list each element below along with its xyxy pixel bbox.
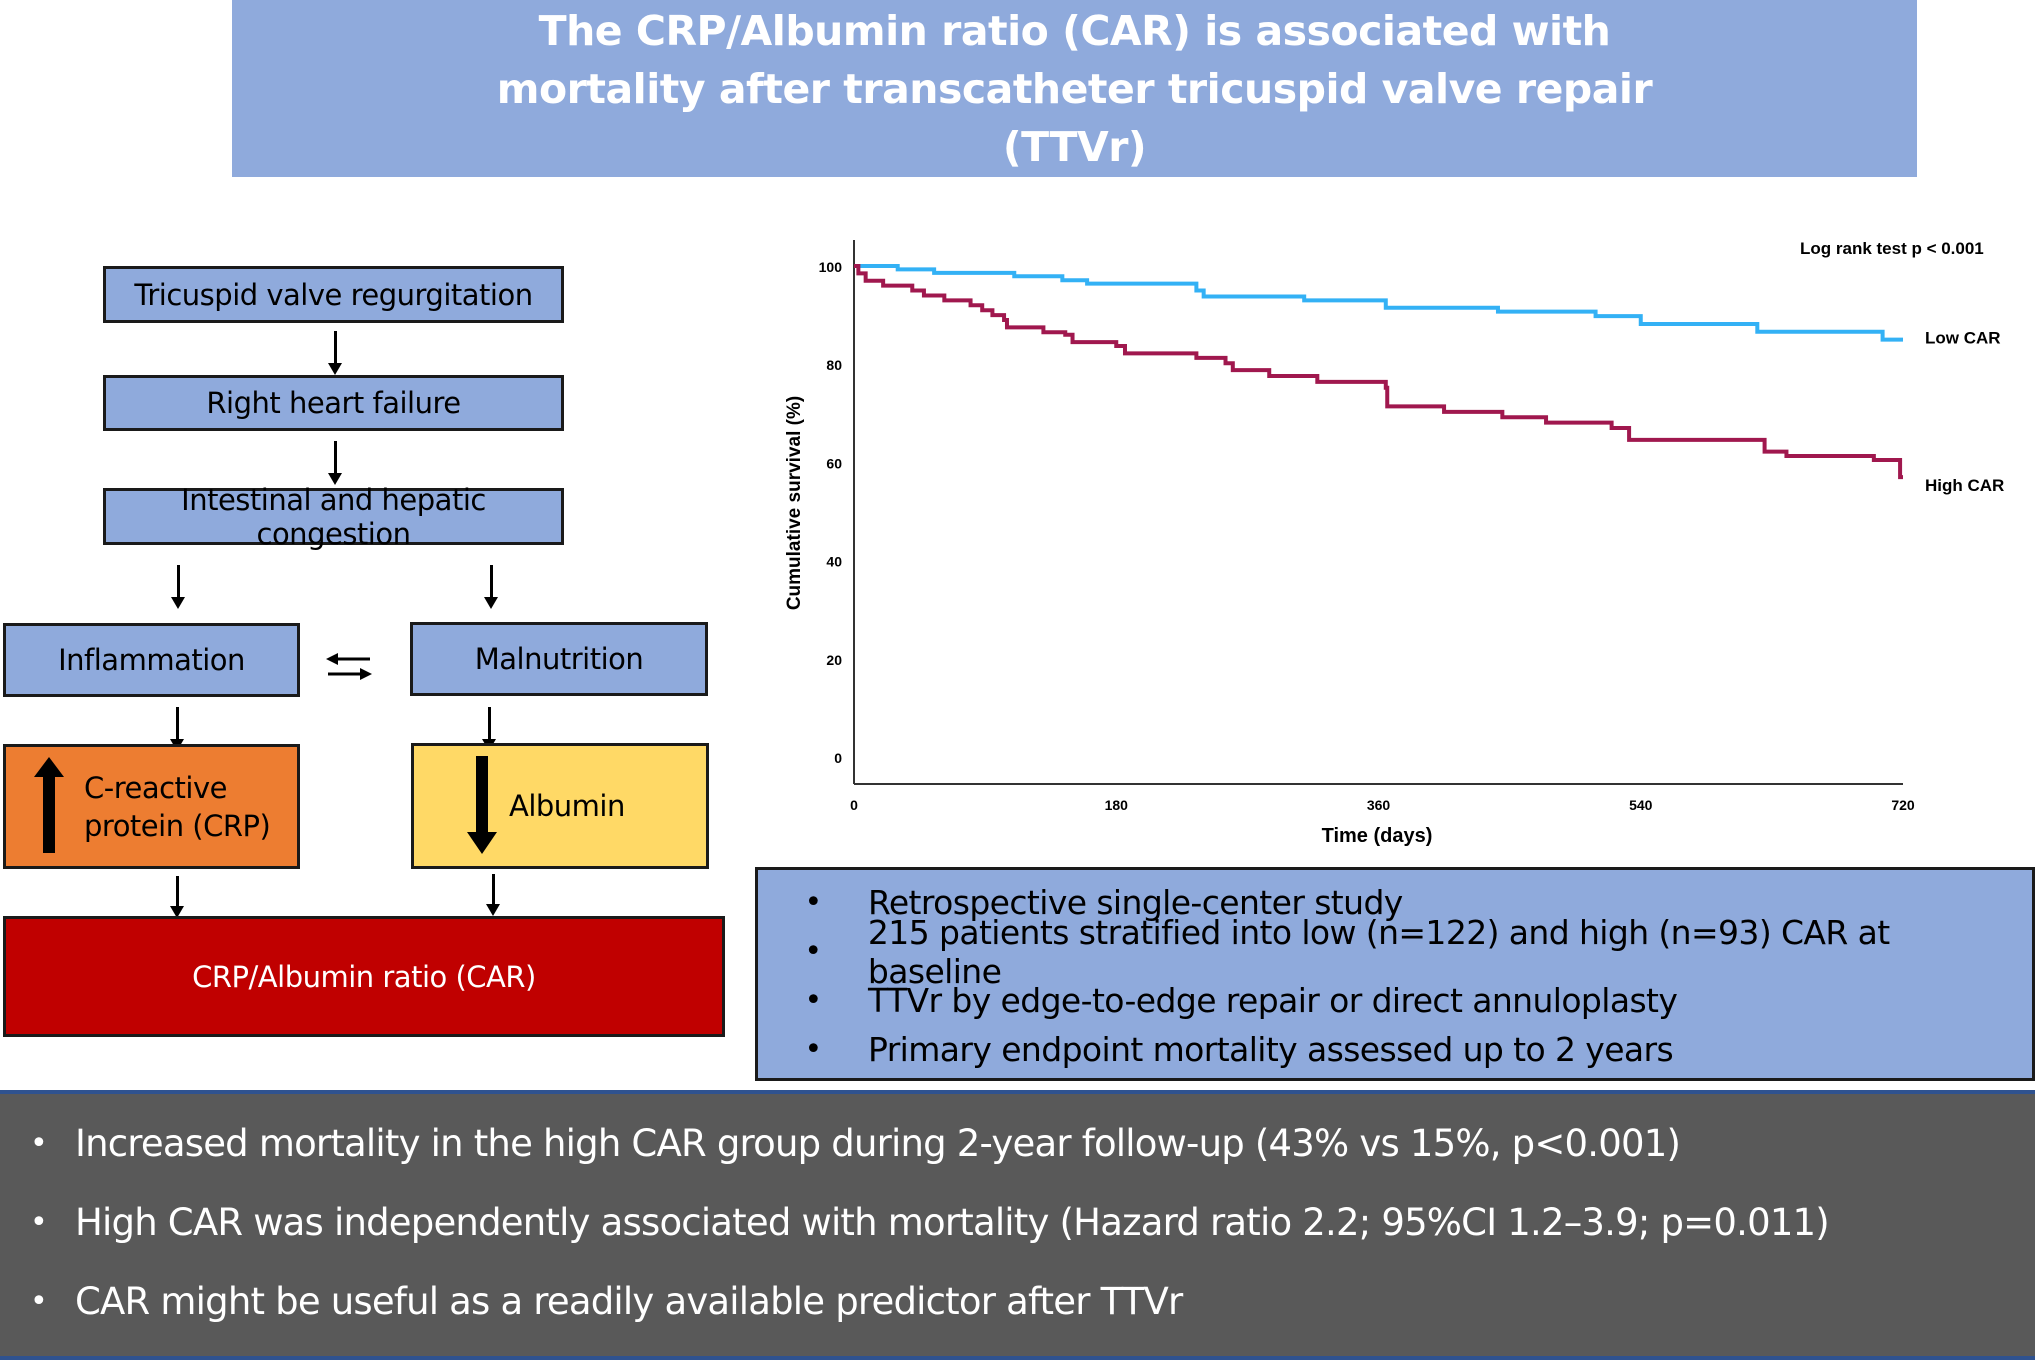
bidirectional-arrow-icon [326,652,372,682]
bullet-text: High CAR was independently associated wi… [75,1201,1830,1244]
finding-bullet: • Increased mortality in the high CAR gro… [30,1122,1681,1165]
bullet-text: Primary endpoint mortality assessed up t… [868,1030,1674,1069]
albumin-label: Albumin [509,789,625,823]
study-bullet: • Primary endpoint mortality assessed up … [758,1025,2032,1074]
y-tick-label: 80 [826,357,842,373]
arrow-down-icon [170,876,184,918]
x-axis-label: Time (days) [1322,825,1433,847]
kaplan-meier-chart: 0 20 40 60 80 100 0 180 360 540 720 Low CAR High CA… [784,239,2004,847]
bullet-icon: • [804,1032,822,1067]
x-tick-label: 180 [1105,797,1129,813]
survival-curve-low-car [854,264,1903,342]
x-tick-label: 540 [1629,797,1653,813]
crp-label-line2: protein (CRP) [84,808,271,843]
crp-label-line1: C-reactive [84,770,228,805]
flow-box-right-heart-failure: Right heart failure [103,375,564,431]
flow-box-car: CRP/Albumin ratio (CAR) [3,916,725,1037]
y-tick-label: 20 [826,652,842,668]
finding-bullet: • CAR might be useful as a readily availa… [30,1280,1183,1323]
arrow-down-thick-icon [467,756,497,854]
study-bullet: • Retrospective single-center study [758,878,2032,927]
finding-bullet: • High CAR was independently associated w… [30,1201,1830,1244]
bullet-icon: • [804,885,822,920]
key-findings-panel: • Increased mortality in the high CAR gro… [0,1090,2035,1360]
flow-label: Intestinal and hepatic congestion [181,482,486,551]
bullet-icon: • [30,1205,48,1240]
log-rank-annotation: Log rank test p < 0.001 [1800,239,1984,258]
flow-label: CRP/Albumin ratio (CAR) [192,959,536,994]
arrow-down-icon [171,565,185,609]
arrow-down-icon [328,331,342,375]
arrow-up-icon [34,756,64,853]
x-tick-label: 0 [850,797,858,813]
y-tick-label: 100 [819,259,843,275]
bullet-icon: • [804,983,822,1018]
flow-box-albumin: Albumin [411,743,709,869]
y-tick-label: 40 [826,554,842,570]
x-tick-label: 360 [1367,797,1391,813]
bullet-icon: • [804,934,822,969]
bullet-icon: • [30,1126,48,1161]
survival-curve-high-car [854,264,1903,480]
legend-label-low-car: Low CAR [1925,329,2001,348]
flow-box-malnutrition: Malnutrition [410,622,708,696]
arrow-down-icon [484,565,498,609]
flow-label: Right heart failure [206,386,461,420]
study-design-box: • Retrospective single-center study • 215 … [755,867,2035,1081]
bullet-text: TTVr by edge-to-edge repair or direct an… [868,981,1678,1020]
title-banner: The CRP/Albumin ratio (CAR) is associate… [232,0,1917,177]
flow-box-congestion: Intestinal and hepatic congestion [103,483,564,551]
bullet-text: Retrospective single-center study [868,883,1403,922]
arrow-down-icon [328,441,342,485]
y-tick-label: 60 [826,455,842,471]
flow-label: Tricuspid valve regurgitation [134,277,533,312]
bullet-text: CAR might be useful as a readily availab… [75,1280,1183,1323]
x-tick-label: 720 [1891,797,1915,813]
bullet-text: Increased mortality in the high CAR grou… [75,1122,1681,1165]
legend-label-high-car: High CAR [1925,476,2004,495]
bullet-text: 215 patients stratified into low (n=122)… [867,912,1890,991]
flow-box-crp: C-reactive protein (CRP) [3,744,300,869]
flow-label: Inflammation [58,643,245,677]
y-axis-label: Cumulative survival (%) [784,396,805,610]
crp-label: C-reactive protein (CRP) [84,769,271,845]
arrow-down-icon [486,874,500,916]
flow-box-inflammation: Inflammation [3,623,300,697]
arrow-down-icon [482,707,496,751]
y-tick-label: 0 [834,750,842,766]
page-title: The CRP/Albumin ratio (CAR) is associate… [496,6,1653,171]
study-bullet: • TTVr by edge-to-edge repair or direct a… [758,976,2032,1025]
bullet-icon: • [30,1284,48,1319]
flow-box-tricuspid-regurgitation: Tricuspid valve regurgitation [103,266,564,323]
flow-label: Malnutrition [474,642,644,676]
study-bullet: • 215 patients stratified into low (n=122… [758,913,2032,991]
arrow-down-icon [170,707,184,751]
